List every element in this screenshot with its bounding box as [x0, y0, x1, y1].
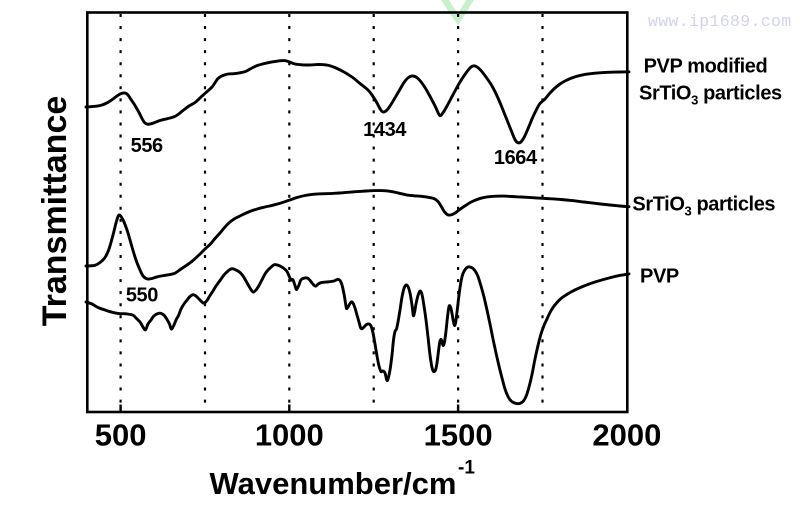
svg-text:2000: 2000: [592, 418, 661, 453]
svg-text:1000: 1000: [255, 418, 324, 453]
svg-text:Transmittance: Transmittance: [36, 96, 74, 327]
svg-text:556: 556: [131, 135, 163, 157]
svg-text:1434: 1434: [363, 119, 407, 141]
svg-text:www.ip1689.com: www.ip1689.com: [648, 12, 792, 31]
svg-text:550: 550: [126, 284, 158, 306]
svg-text:PVP: PVP: [640, 266, 679, 288]
svg-text:PVP modified: PVP modified: [644, 56, 768, 78]
svg-text:Wavenumber/cm: Wavenumber/cm: [210, 466, 457, 501]
svg-text:SrTiO3 particles: SrTiO3 particles: [639, 83, 782, 108]
svg-text:SrTiO3 particles: SrTiO3 particles: [632, 193, 775, 218]
svg-text:1664: 1664: [494, 147, 538, 169]
svg-text:-1: -1: [458, 458, 475, 479]
svg-text:1500: 1500: [424, 418, 493, 453]
svg-text:500: 500: [95, 418, 147, 453]
